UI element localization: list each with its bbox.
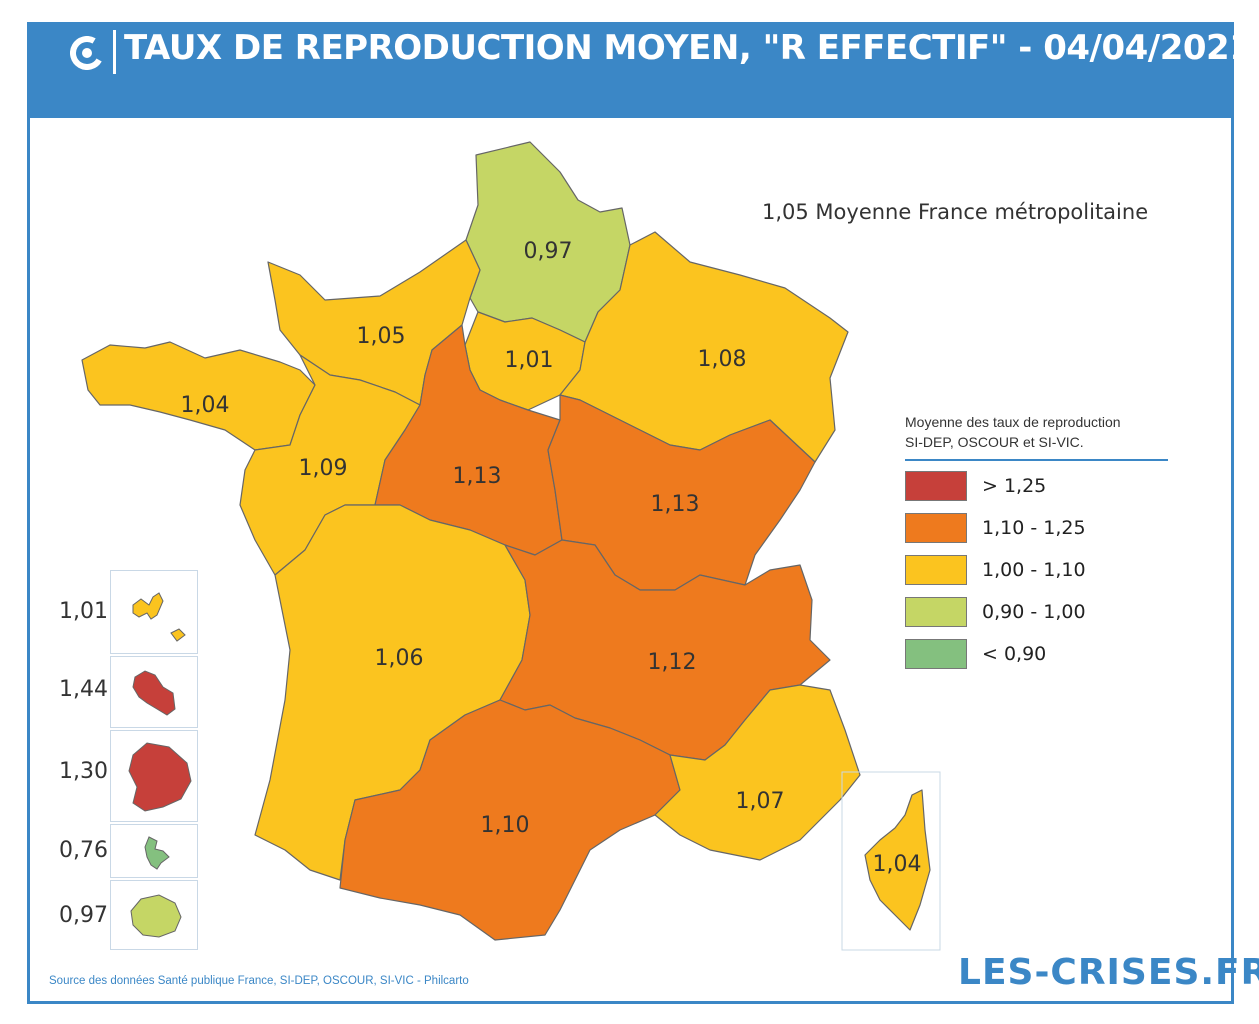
region-value-label: 1,09 <box>299 456 348 481</box>
region-value-label: 1,10 <box>481 813 530 838</box>
overseas-mayotte <box>110 824 198 878</box>
legend-heading-line2: SI-DEP, OSCOUR et SI-VIC. <box>905 434 1084 450</box>
legend-label: 0,90 - 1,00 <box>982 601 1086 623</box>
guadeloupe-shape <box>132 592 186 642</box>
region-value-label: 1,04 <box>873 852 922 877</box>
legend-swatch <box>905 513 967 543</box>
overseas-guadeloupe <box>110 570 198 654</box>
map-title: TAUX DE REPRODUCTION MOYEN, "R EFFECTIF"… <box>124 28 1253 68</box>
legend-swatch <box>905 597 967 627</box>
region-value-label: 1,04 <box>181 393 230 418</box>
legend-label: < 0,90 <box>982 643 1047 665</box>
region-value-label: 1,13 <box>651 492 700 517</box>
region-value-label: 1,06 <box>375 646 424 671</box>
overseas-value-martinique: 1,44 <box>59 677 108 702</box>
region-paca <box>654 684 861 861</box>
legend-swatch <box>905 639 967 669</box>
region-value-label: 0,97 <box>524 239 573 264</box>
region-value-label: 1,01 <box>505 348 554 373</box>
region-value-label: 1,12 <box>648 650 697 675</box>
overseas-value-guadeloupe: 1,01 <box>59 599 108 624</box>
legend-label: 1,00 - 1,10 <box>982 559 1086 581</box>
martinique-shape <box>132 670 176 716</box>
overseas-martinique <box>110 656 198 728</box>
national-average: 1,05 Moyenne France métropolitaine <box>762 200 1149 224</box>
legend-heading: Moyenne des taux de reproduction SI-DEP,… <box>905 412 1175 452</box>
region-value-label: 1,07 <box>736 789 785 814</box>
overseas-value-la-reunion: 0,97 <box>59 903 108 928</box>
legend-divider <box>905 459 1168 461</box>
la-reunion-shape <box>130 894 182 938</box>
legend-label: 1,10 - 1,25 <box>982 517 1086 539</box>
region-value-label: 1,13 <box>453 464 502 489</box>
region-corse <box>864 789 931 931</box>
overseas-value-mayotte: 0,76 <box>59 838 108 863</box>
legend-heading-line1: Moyenne des taux de reproduction <box>905 414 1121 430</box>
legend-swatch <box>905 555 967 585</box>
mayotte-shape <box>144 836 170 870</box>
region-value-label: 1,05 <box>357 324 406 349</box>
overseas-value-guyane: 1,30 <box>59 759 108 784</box>
region-value-label: 1,08 <box>698 347 747 372</box>
les-crises-c-icon <box>70 36 104 70</box>
overseas-guyane <box>110 730 198 822</box>
brand-logo-text: LES-CRISES.FR <box>958 952 1259 993</box>
region-bourgogne-franche-comte <box>547 394 816 591</box>
title-separator <box>113 30 116 74</box>
legend-label: > 1,25 <box>982 475 1047 497</box>
legend-swatch <box>905 471 967 501</box>
source-note: Source des données Santé publique France… <box>49 975 469 987</box>
guyane-shape <box>128 742 192 812</box>
overseas-la-reunion <box>110 880 198 950</box>
title-banner <box>27 22 1234 118</box>
corse-inset-box <box>841 771 941 951</box>
